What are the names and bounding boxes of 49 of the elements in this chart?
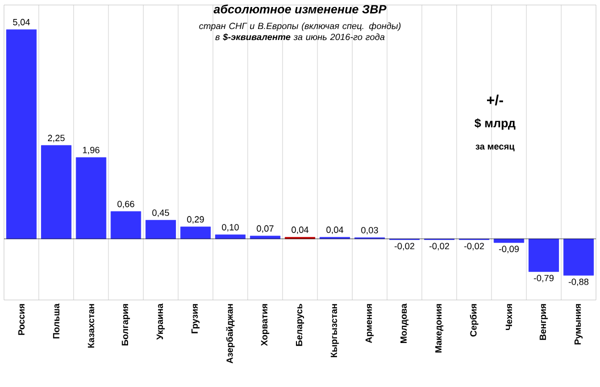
x-tick-label: Польша [53,303,60,338]
x-tick-label: Румыния [574,304,583,344]
x-tick-label: Молдова [400,303,408,344]
data-label: 0,29 [187,216,204,224]
data-label: -0,88 [568,278,588,286]
data-label: 0,04 [326,226,344,234]
x-tick-label: Кыргызстан [330,304,339,358]
bar [250,236,280,240]
annotation: $ млрд [474,118,516,130]
data-label: 0,45 [152,210,170,217]
x-tick-label: Россия [18,304,25,335]
bar [180,226,211,240]
data-label: 0,66 [117,200,134,208]
x-tick-label: Украина [156,303,165,340]
data-label: -0,02 [429,242,450,250]
x-tick-label: Сербия [470,304,478,336]
data-label: -0,79 [534,274,554,282]
x-tick-label: Азербайджан [226,304,235,364]
data-label: -0,02 [464,242,484,250]
x-tick-label: Венгрия [540,304,548,340]
data-label: 0,10 [222,224,239,232]
x-tick-label: Беларусь [296,304,304,346]
x-tick-label: Армения [366,304,374,344]
data-label: 0,03 [361,226,378,234]
data-label: 2,25 [48,134,65,142]
x-tick-label: Грузия [192,304,200,334]
annotation: +/- [487,94,504,106]
bar [76,157,106,240]
annotation: за месяц [476,144,515,152]
chart-subtitle: стран СНГ и В.Европы (включая спец. фонды) в $-эквиваленте за июнь 2016-го года [199,22,401,41]
data-label: -0,09 [499,246,519,254]
data-label: 0,04 [292,226,308,234]
x-tick-label: Болгария [122,304,130,346]
bar [528,238,559,272]
bar [563,238,594,276]
bar [41,145,72,240]
x-tick-label: Чехия [506,304,512,330]
data-label: 0,07 [256,225,274,233]
data-label: -0,02 [394,242,414,250]
bar [110,211,142,240]
x-tick-label: Хорватия [261,304,270,346]
x-tick-label: Македония [435,304,444,352]
bar [146,220,176,240]
x-tick-label: Казахстан [88,304,94,348]
chart-title: абсолютное изменение ЗВР [214,4,386,14]
data-label: 1,96 [82,146,100,154]
bar [6,29,37,240]
bar [494,238,524,243]
data-label: 5,04 [13,18,30,26]
